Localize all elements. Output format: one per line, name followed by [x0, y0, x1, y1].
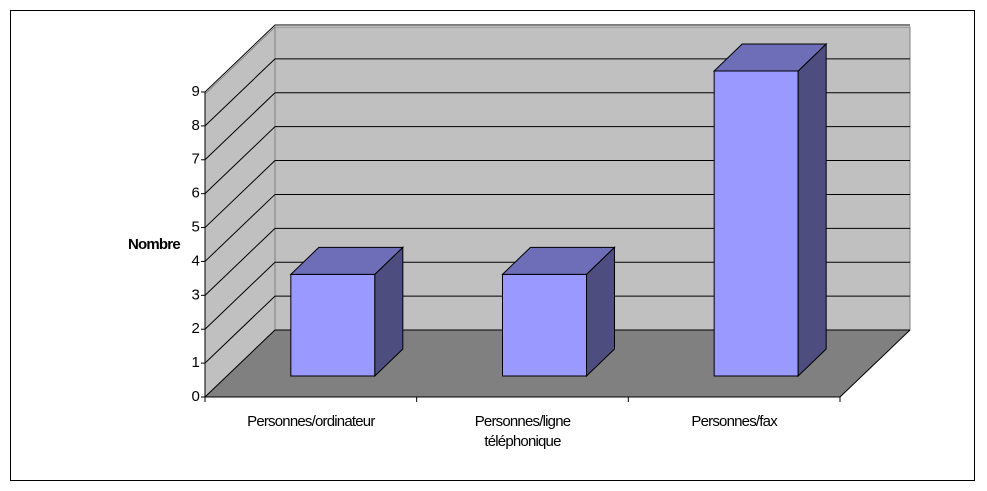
grid-line [204, 92, 910, 161]
grid-line [204, 329, 910, 398]
bar-top [289, 246, 405, 275]
x-tick-label: Personnes/fax [691, 413, 777, 430]
bar-top [712, 43, 828, 72]
y-tick-label: 4 [191, 252, 199, 269]
grid-line [204, 58, 910, 127]
y-tick-label: 9 [191, 83, 199, 100]
y-tick-label: 6 [191, 185, 199, 202]
grid-line [204, 261, 910, 330]
bar-front [290, 273, 376, 377]
grid-line [204, 160, 910, 228]
grid-line [204, 295, 910, 364]
y-tick-label: 3 [191, 286, 199, 303]
y-tick-label: 0 [191, 388, 199, 405]
y-tick-label: 1 [191, 354, 199, 371]
x-tick-label: Personnes/ligne téléphonique [474, 413, 571, 450]
grid-line [204, 24, 910, 93]
floor-edge [839, 329, 911, 398]
bars [289, 42, 828, 378]
grid-line [204, 227, 910, 296]
bar-front [502, 273, 587, 377]
x-tick-label: Personnes/ordinateur [247, 413, 375, 430]
chart-border [10, 10, 975, 481]
y-tick-label: 2 [191, 320, 199, 337]
y-tick-label: 5 [191, 219, 199, 236]
grid-line [204, 126, 910, 195]
y-axis-label: Nombre [128, 236, 180, 253]
y-tick-label: 8 [191, 117, 199, 134]
bar-top [501, 246, 616, 275]
grid [204, 24, 910, 398]
bar-side [797, 42, 827, 378]
y-tick-label: 7 [191, 151, 199, 168]
grid-line [204, 193, 910, 262]
bar-front [713, 70, 799, 377]
